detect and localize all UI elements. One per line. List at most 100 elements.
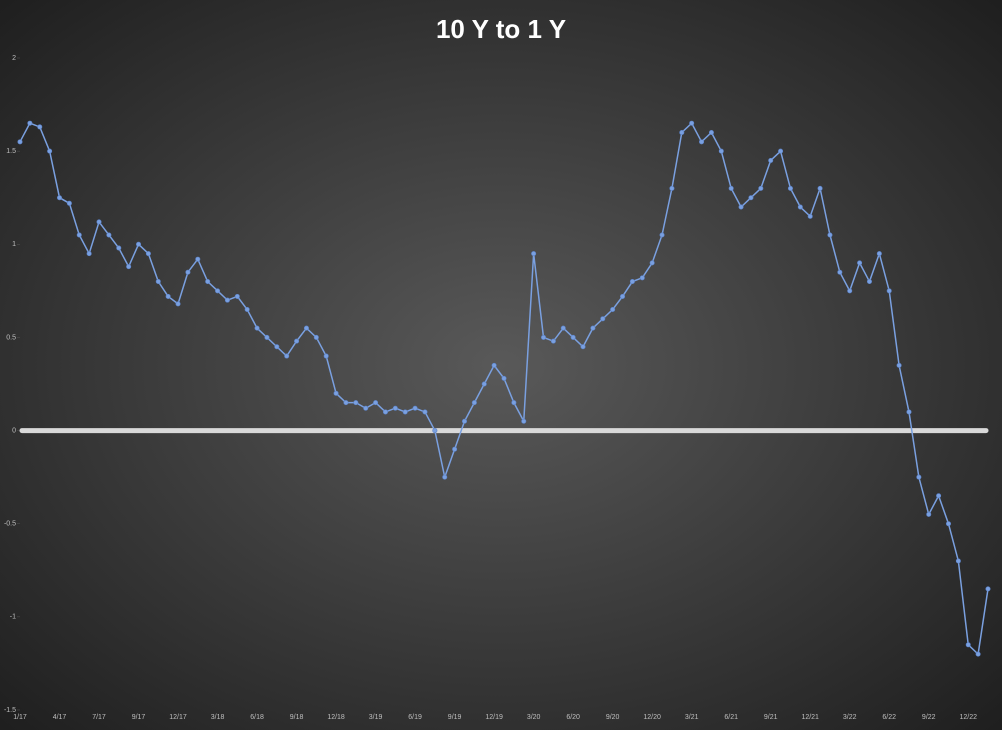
data-point xyxy=(886,288,892,294)
data-point xyxy=(876,251,882,257)
data-point xyxy=(412,405,418,411)
data-point xyxy=(47,148,53,154)
data-point xyxy=(195,256,201,262)
y-tick-label: 0 xyxy=(12,427,16,434)
y-tick-label: 0.5 xyxy=(6,334,16,341)
data-point xyxy=(728,185,734,191)
data-point xyxy=(481,381,487,387)
data-point xyxy=(718,148,724,154)
data-point xyxy=(363,405,369,411)
data-point xyxy=(303,325,309,331)
data-point xyxy=(274,344,280,350)
data-point xyxy=(501,375,507,381)
x-tick-label: 9/21 xyxy=(764,714,778,721)
data-point xyxy=(491,362,497,368)
data-point xyxy=(175,301,181,307)
data-point xyxy=(699,139,705,145)
data-point xyxy=(807,213,813,219)
data-point xyxy=(787,185,793,191)
data-point xyxy=(570,334,576,340)
data-point xyxy=(264,334,270,340)
y-tick-label: -1 xyxy=(10,614,16,621)
x-tick-label: 12/18 xyxy=(327,714,345,721)
data-point xyxy=(215,288,221,294)
data-point xyxy=(373,400,379,406)
data-point xyxy=(797,204,803,210)
data-point xyxy=(422,409,428,415)
x-tick-label: 3/22 xyxy=(843,714,857,721)
data-point xyxy=(827,232,833,238)
y-tick-label: -1.5 xyxy=(4,707,16,714)
data-point xyxy=(57,195,63,201)
data-point xyxy=(323,353,329,359)
data-point xyxy=(145,251,151,257)
data-point xyxy=(402,409,408,415)
data-point xyxy=(857,260,863,266)
data-point xyxy=(689,120,695,126)
x-tick-label: 9/20 xyxy=(606,714,620,721)
data-point xyxy=(254,325,260,331)
data-point xyxy=(96,219,102,225)
x-tick-label: 3/20 xyxy=(527,714,541,721)
data-point xyxy=(600,316,606,322)
data-point xyxy=(17,139,23,145)
data-point xyxy=(353,400,359,406)
x-tick-label: 9/17 xyxy=(132,714,146,721)
data-point xyxy=(392,405,398,411)
data-point xyxy=(66,200,72,206)
data-point xyxy=(708,130,714,136)
y-tick-label: -0.5 xyxy=(4,521,16,528)
data-point xyxy=(452,446,458,452)
x-tick-label: 6/21 xyxy=(724,714,738,721)
data-point xyxy=(234,293,240,299)
data-point xyxy=(511,400,517,406)
data-point xyxy=(461,418,467,424)
data-point xyxy=(521,418,527,424)
data-point xyxy=(432,428,438,434)
data-point xyxy=(758,185,764,191)
data-point xyxy=(116,245,122,251)
data-point xyxy=(224,297,230,303)
x-tick-label: 12/19 xyxy=(485,714,503,721)
data-point xyxy=(817,185,823,191)
data-point xyxy=(313,334,319,340)
data-point xyxy=(86,251,92,257)
data-point xyxy=(284,353,290,359)
data-point xyxy=(620,293,626,299)
data-point xyxy=(955,558,961,564)
chart-title: 10 Y to 1 Y xyxy=(436,14,566,44)
data-point xyxy=(471,400,477,406)
data-point xyxy=(106,232,112,238)
x-tick-label: 3/18 xyxy=(211,714,225,721)
data-point xyxy=(531,251,537,257)
data-point xyxy=(896,362,902,368)
x-tick-label: 12/20 xyxy=(643,714,661,721)
data-point xyxy=(37,124,43,130)
data-point xyxy=(975,651,981,657)
x-tick-label: 9/22 xyxy=(922,714,936,721)
data-point xyxy=(442,474,448,480)
data-point xyxy=(659,232,665,238)
x-tick-label: 7/17 xyxy=(92,714,106,721)
data-point xyxy=(205,279,211,285)
data-point xyxy=(945,521,951,527)
data-point xyxy=(294,338,300,344)
data-point xyxy=(610,306,616,312)
x-tick-label: 6/22 xyxy=(882,714,896,721)
data-point xyxy=(679,130,685,136)
data-point xyxy=(748,195,754,201)
data-point xyxy=(768,157,774,163)
data-point xyxy=(136,241,142,247)
data-point xyxy=(629,279,635,285)
x-tick-label: 4/17 xyxy=(53,714,67,721)
data-point xyxy=(778,148,784,154)
x-tick-label: 6/19 xyxy=(408,714,422,721)
x-tick-label: 3/19 xyxy=(369,714,383,721)
y-tick-label: 1.5 xyxy=(6,148,16,155)
data-point xyxy=(936,493,942,499)
data-point xyxy=(906,409,912,415)
data-point xyxy=(866,279,872,285)
data-point xyxy=(837,269,843,275)
